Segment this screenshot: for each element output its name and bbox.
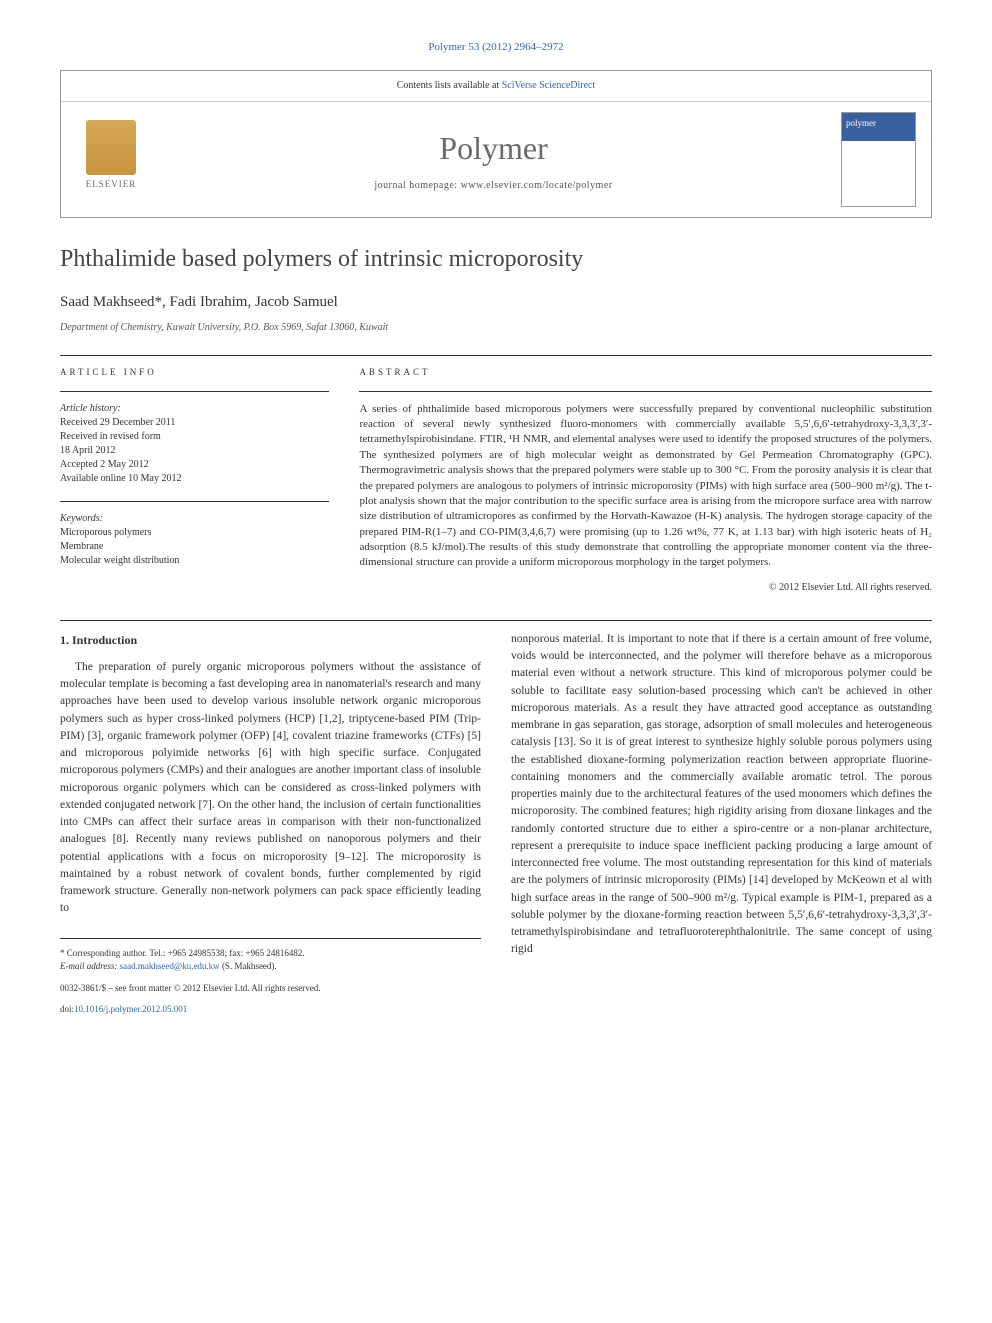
homepage-pre: journal homepage: xyxy=(374,180,460,191)
cover-label: polymer xyxy=(846,117,876,130)
abstract-copyright: © 2012 Elsevier Ltd. All rights reserved… xyxy=(359,581,932,595)
accepted-date: Accepted 2 May 2012 xyxy=(60,458,329,472)
keywords-heading: Keywords: xyxy=(60,512,329,526)
affiliation: Department of Chemistry, Kuwait Universi… xyxy=(60,321,932,335)
keywords-divider xyxy=(60,501,329,502)
abstract-column: ABSTRACT A series of phthalimide based m… xyxy=(359,366,932,595)
intro-paragraph-1: The preparation of purely organic microp… xyxy=(60,659,481,918)
keyword-1: Microporous polymers xyxy=(60,526,329,540)
email-link[interactable]: saad.makhseed@ku.edu.kw xyxy=(120,961,220,971)
abstract-label: ABSTRACT xyxy=(359,366,932,379)
header-main-row: ELSEVIER Polymer journal homepage: www.e… xyxy=(61,102,931,217)
body-column-right: nonporous material. It is important to n… xyxy=(511,631,932,1017)
journal-header-box: Contents lists available at SciVerse Sci… xyxy=(60,70,932,218)
article-info-label: ARTICLE INFO xyxy=(60,366,329,379)
sciverse-link[interactable]: SciVerse ScienceDirect xyxy=(502,80,596,91)
doi-pre: doi: xyxy=(60,1004,74,1014)
corresponding-author: * Corresponding author. Tel.: +965 24985… xyxy=(60,947,481,961)
intro-paragraph-2: nonporous material. It is important to n… xyxy=(511,631,932,959)
online-date: Available online 10 May 2012 xyxy=(60,472,329,486)
elsevier-tree-icon xyxy=(86,120,136,175)
article-info-column: ARTICLE INFO Article history: Received 2… xyxy=(60,366,329,595)
journal-title-block: Polymer journal homepage: www.elsevier.c… xyxy=(146,126,841,193)
journal-homepage: journal homepage: www.elsevier.com/locat… xyxy=(146,179,841,193)
abstract-divider xyxy=(359,391,932,392)
history-heading: Article history: xyxy=(60,402,329,416)
divider-top xyxy=(60,355,932,356)
body-column-left: 1. Introduction The preparation of purel… xyxy=(60,631,481,1017)
revised-date: Received in revised form 18 April 2012 xyxy=(60,430,329,458)
email-label: E-mail address: xyxy=(60,961,120,971)
doi-line: doi:10.1016/j.polymer.2012.05.001 xyxy=(60,1003,481,1017)
info-abstract-row: ARTICLE INFO Article history: Received 2… xyxy=(60,366,932,595)
elsevier-label: ELSEVIER xyxy=(86,178,137,191)
journal-name: Polymer xyxy=(146,126,841,171)
received-date: Received 29 December 2011 xyxy=(60,416,329,430)
journal-cover-thumbnail[interactable]: polymer xyxy=(841,112,916,207)
body-columns: 1. Introduction The preparation of purel… xyxy=(60,631,932,1017)
doi-link[interactable]: 10.1016/j.polymer.2012.05.001 xyxy=(74,1004,187,1014)
contents-pre: Contents lists available at xyxy=(397,80,502,91)
contents-list-line: Contents lists available at SciVerse Sci… xyxy=(61,71,931,102)
introduction-heading: 1. Introduction xyxy=(60,631,481,649)
article-history: Article history: Received 29 December 20… xyxy=(60,402,329,486)
article-title: Phthalimide based polymers of intrinsic … xyxy=(60,243,932,277)
divider-bottom xyxy=(60,620,932,621)
keyword-3: Molecular weight distribution xyxy=(60,554,329,568)
email-author-name: (S. Makhseed). xyxy=(220,961,277,971)
keyword-2: Membrane xyxy=(60,540,329,554)
elsevier-logo[interactable]: ELSEVIER xyxy=(76,120,146,200)
abstract-text: A series of phthalimide based microporou… xyxy=(359,402,932,571)
issn-copyright: 0032-3861/$ – see front matter © 2012 El… xyxy=(60,982,481,996)
email-line: E-mail address: saad.makhseed@ku.edu.kw … xyxy=(60,960,481,974)
homepage-url[interactable]: www.elsevier.com/locate/polymer xyxy=(461,180,613,191)
keywords-block: Keywords: Microporous polymers Membrane … xyxy=(60,512,329,568)
citation-line: Polymer 53 (2012) 2964–2972 xyxy=(60,40,932,55)
author-list: Saad Makhseed*, Fadi Ibrahim, Jacob Samu… xyxy=(60,292,932,313)
footer-corresponding: * Corresponding author. Tel.: +965 24985… xyxy=(60,938,481,1017)
info-divider xyxy=(60,391,329,392)
